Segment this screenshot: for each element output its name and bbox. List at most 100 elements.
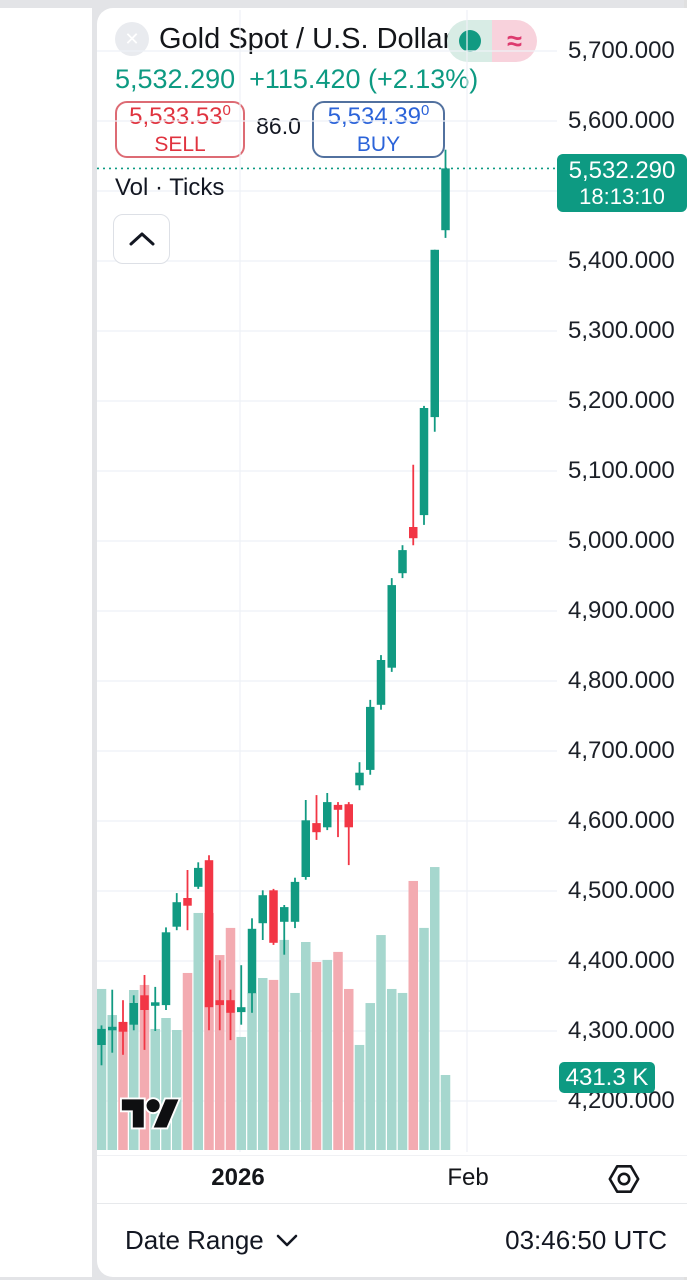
price-tick-label: 5,600.000 bbox=[568, 107, 675, 134]
candle-body bbox=[237, 1007, 246, 1013]
volume-bar bbox=[258, 978, 268, 1150]
candle-body bbox=[409, 527, 418, 539]
candle-body bbox=[118, 1021, 128, 1032]
date-range-dropdown[interactable]: Date Range bbox=[125, 1225, 298, 1256]
volume-bar bbox=[440, 1074, 451, 1150]
candle-body bbox=[247, 928, 257, 994]
candle-body bbox=[161, 932, 171, 1006]
toggle-option-candles[interactable] bbox=[447, 20, 492, 62]
volume-bar bbox=[97, 988, 107, 1150]
volume-bar bbox=[161, 1018, 171, 1150]
volume-bar bbox=[268, 979, 279, 1150]
volume-bar bbox=[344, 988, 354, 1150]
price-tick-label: 4,800.000 bbox=[568, 667, 675, 694]
candle-body bbox=[151, 1002, 160, 1006]
candle-body bbox=[344, 804, 353, 828]
buy-button[interactable]: 5,534.390 BUY bbox=[312, 101, 445, 158]
price-tick-label: 4,400.000 bbox=[568, 947, 675, 974]
time-axis-label: 2026 bbox=[211, 1164, 265, 1191]
time-axis[interactable]: 2026 Feb bbox=[97, 1155, 687, 1203]
volume-bar bbox=[279, 939, 289, 1150]
candle-body bbox=[312, 823, 321, 833]
bottom-toolbar: Date Range 03:46:50 UTC bbox=[97, 1203, 687, 1277]
price-tick-label: 4,900.000 bbox=[568, 597, 675, 624]
volume-bar bbox=[430, 867, 440, 1150]
candle-body bbox=[194, 867, 203, 887]
close-button[interactable]: ✕ bbox=[115, 22, 149, 56]
price-tick-label: 5,200.000 bbox=[568, 387, 675, 414]
volume-bar bbox=[311, 962, 322, 1150]
price-change: +115.420 (+2.13%) bbox=[249, 64, 479, 94]
volume-bar bbox=[397, 992, 408, 1150]
candle-body bbox=[387, 585, 396, 668]
price-tick-label: 5,300.000 bbox=[568, 317, 675, 344]
candle-body bbox=[172, 902, 181, 927]
line-approx-icon: ≈ bbox=[507, 25, 522, 56]
chevron-up-icon bbox=[129, 232, 154, 246]
buy-price: 5,534.390 bbox=[327, 102, 430, 131]
candles-dot-icon bbox=[458, 30, 481, 52]
time-axis-label: Feb bbox=[447, 1164, 489, 1191]
candle-body bbox=[280, 907, 289, 922]
trading-chart-widget: ✕ Gold Spot / U.S. Dollar ≈ 5,532.290 +11… bbox=[97, 8, 687, 1277]
date-range-label: Date Range bbox=[125, 1225, 264, 1255]
candle-body bbox=[441, 168, 450, 231]
volume-bar bbox=[408, 880, 418, 1150]
volume-badge: 431.3 K bbox=[559, 1062, 655, 1093]
candle-body bbox=[333, 804, 343, 810]
candle-body bbox=[301, 820, 310, 877]
candle-body bbox=[323, 802, 332, 828]
volume-bar bbox=[290, 992, 300, 1150]
close-icon: ✕ bbox=[124, 28, 140, 49]
badge-price: 5,532.290 bbox=[568, 156, 676, 184]
candle-body bbox=[269, 890, 278, 943]
candle-body bbox=[366, 706, 375, 770]
candle-body bbox=[376, 660, 386, 705]
candle-body bbox=[183, 898, 192, 906]
page-left-gutter bbox=[0, 8, 92, 1277]
price-tick-label: 4,700.000 bbox=[568, 737, 675, 764]
candle-body bbox=[140, 995, 149, 1010]
price-tick-label: 5,000.000 bbox=[568, 527, 675, 554]
chart-legend: Vol · Ticks bbox=[115, 174, 225, 201]
badge-time: 18:13:10 bbox=[579, 184, 665, 210]
volume-bar bbox=[236, 1036, 246, 1150]
price-tick-label: 5,100.000 bbox=[568, 457, 675, 484]
chart-settings-button[interactable] bbox=[607, 1162, 641, 1196]
price-tick-label: 4,500.000 bbox=[568, 877, 675, 904]
volume-bar bbox=[301, 942, 311, 1150]
volume-bar bbox=[354, 1044, 365, 1150]
volume-bar bbox=[172, 1030, 182, 1150]
volume-bar bbox=[204, 912, 214, 1150]
price-tick-label: 5,400.000 bbox=[568, 247, 675, 274]
volume-bar bbox=[387, 988, 397, 1150]
chart-style-toggle[interactable]: ≈ bbox=[447, 20, 537, 62]
last-price-badge: 5,532.290 18:13:10 bbox=[557, 154, 687, 212]
volume-bar bbox=[215, 955, 225, 1150]
volume-bar bbox=[333, 951, 343, 1150]
candle-body bbox=[419, 408, 429, 516]
candle-body bbox=[204, 860, 214, 1008]
price-axis[interactable]: 5,532.290 18:13:10 431.3 K 5,700.000 5,60… bbox=[557, 8, 687, 1155]
candle-body bbox=[97, 1028, 106, 1045]
volume-bar bbox=[376, 935, 386, 1150]
candle-body bbox=[290, 881, 300, 922]
candle-body bbox=[129, 1003, 138, 1025]
price-tick-label: 4,600.000 bbox=[568, 807, 675, 834]
sell-price: 5,533.530 bbox=[129, 102, 231, 131]
volume-bar bbox=[139, 984, 150, 1150]
toggle-option-line[interactable]: ≈ bbox=[492, 20, 537, 62]
sell-button[interactable]: 5,533.530 SELL bbox=[115, 101, 245, 158]
symbol-title: Gold Spot / U.S. Dollar bbox=[159, 23, 453, 55]
volume-bar bbox=[182, 972, 193, 1150]
tradingview-logo bbox=[120, 1097, 182, 1130]
candle-body bbox=[215, 1000, 224, 1006]
volume-bar bbox=[419, 927, 429, 1150]
collapse-panel-button[interactable] bbox=[113, 214, 170, 264]
candle-body bbox=[258, 895, 267, 924]
last-price: 5,532.290 bbox=[115, 64, 236, 94]
utc-clock: 03:46:50 UTC bbox=[505, 1225, 667, 1255]
candle-body bbox=[430, 249, 439, 418]
chevron-down-icon bbox=[276, 1234, 298, 1247]
price-tick-label: 4,300.000 bbox=[568, 1017, 675, 1044]
